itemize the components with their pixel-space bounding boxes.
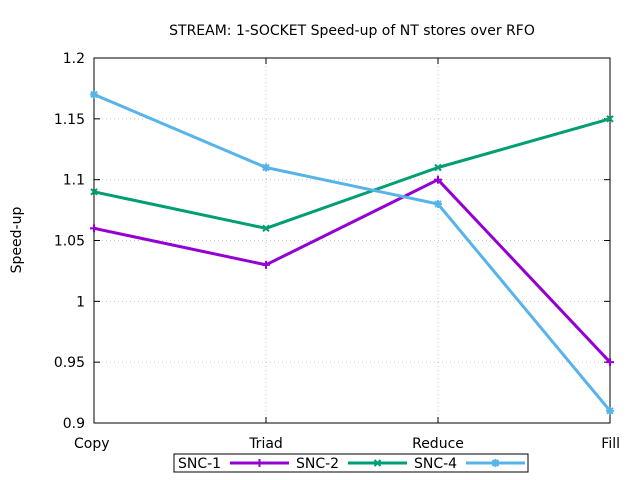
legend-label: SNC-4	[414, 456, 457, 472]
y-tick-label: 1.1	[63, 173, 85, 189]
data-point-snc-2	[90, 188, 98, 196]
data-point-snc-1	[434, 175, 442, 184]
legend-label: SNC-1	[178, 456, 221, 472]
series-group	[90, 90, 614, 415]
plot-frame	[93, 57, 611, 424]
data-point-snc-1	[90, 224, 98, 233]
y-tick-label: 1.05	[54, 234, 85, 250]
series-line-snc-2	[93, 117, 611, 230]
data-point-snc-2	[262, 224, 270, 233]
data-point-snc-2	[606, 115, 614, 123]
series-line-snc-4	[93, 93, 612, 412]
legend-label: SNC-2	[296, 456, 339, 472]
legend: SNC-1 SNC-2 SNC-4	[173, 453, 529, 473]
y-axis-label: Speed-up	[9, 207, 25, 274]
data-point-snc-2	[434, 163, 442, 172]
data-point-snc-4	[606, 406, 614, 415]
legend-marker	[373, 459, 382, 467]
data-point-snc-1	[606, 358, 614, 367]
y-tick-label: 1.2	[63, 51, 85, 67]
x-tick-label: Copy	[74, 436, 110, 452]
y-tick-label: 1	[76, 294, 85, 310]
y-tick-label: 0.95	[54, 355, 85, 371]
axis-ticks: 0.9 0.95 1 1.05 1.1 1.15 1.2 Copy Triad Reduce Fil…	[54, 51, 620, 452]
chart-title: STREAM: 1-SOCKET Speed-up of NT stores o…	[169, 23, 535, 39]
x-tick-label: Fill	[601, 436, 620, 452]
y-tick-label: 0.9	[63, 416, 85, 432]
data-point-snc-1	[262, 260, 270, 269]
data-point-snc-4	[90, 90, 98, 99]
data-point-snc-4	[434, 200, 442, 208]
series-line-snc-1	[93, 178, 612, 364]
x-tick-label: Triad	[248, 436, 283, 452]
data-point-snc-4	[262, 163, 270, 172]
legend-marker	[255, 459, 264, 467]
x-tick-label: Reduce	[412, 436, 464, 452]
y-tick-label: 1.15	[54, 112, 85, 128]
grid	[94, 58, 610, 423]
legend-marker	[491, 459, 500, 467]
